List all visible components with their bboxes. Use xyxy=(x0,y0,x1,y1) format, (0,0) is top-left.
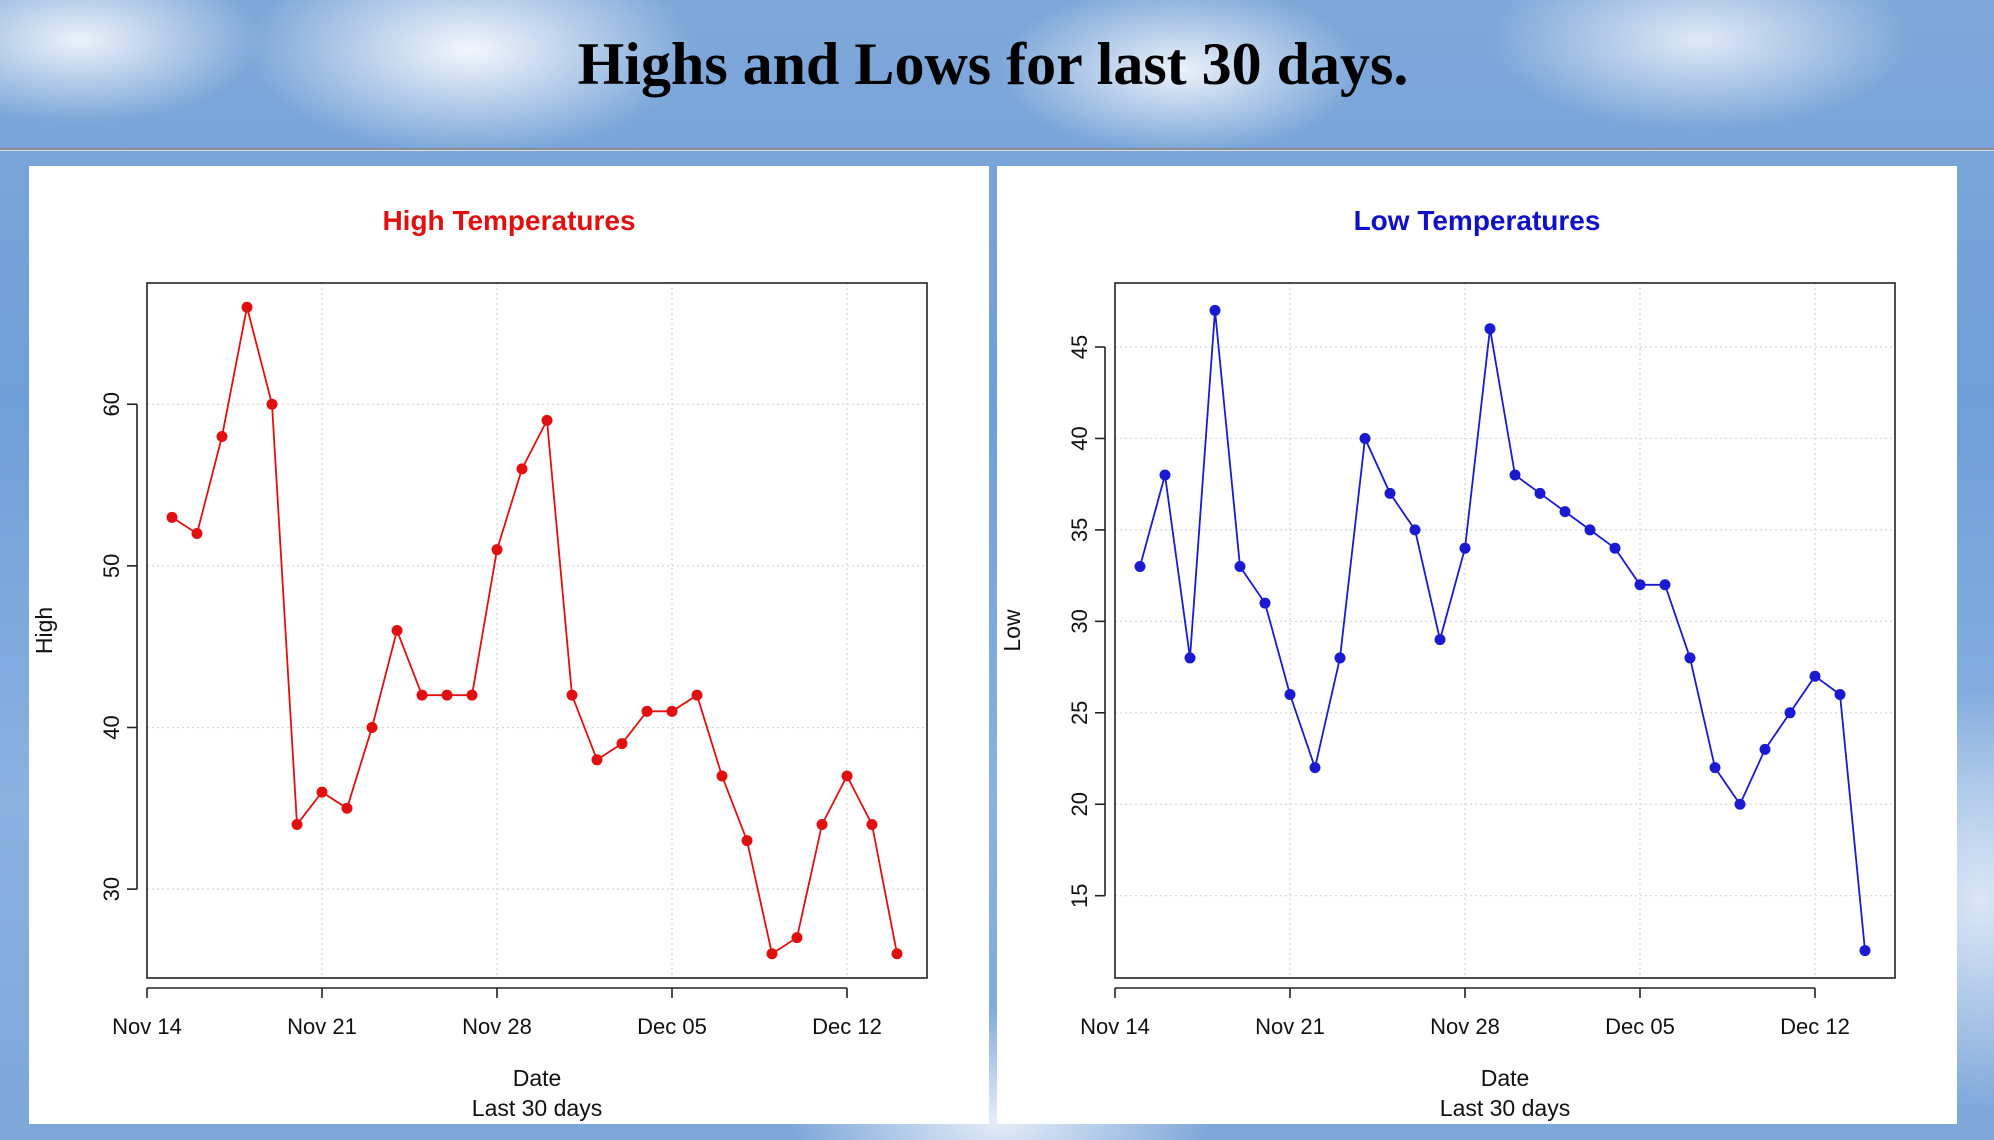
chart-subtitle: Last 30 days xyxy=(472,1095,602,1121)
x-tick-label: Nov 28 xyxy=(462,1014,532,1039)
plot-frame xyxy=(146,282,928,979)
data-point xyxy=(741,835,753,847)
data-point xyxy=(1584,524,1596,536)
data-point xyxy=(341,802,353,814)
data-point xyxy=(1259,597,1271,609)
x-tick-label: Nov 21 xyxy=(1255,1014,1325,1039)
series-line xyxy=(1139,310,1866,951)
data-point xyxy=(1459,542,1471,554)
x-tick-label: Nov 14 xyxy=(1080,1014,1150,1039)
data-point xyxy=(1859,945,1871,957)
x-axis-title: Date xyxy=(1481,1065,1530,1091)
data-point xyxy=(541,414,553,426)
data-point xyxy=(1334,652,1346,664)
data-point xyxy=(391,625,403,636)
y-tick-label: 25 xyxy=(1067,701,1092,725)
x-tick-label: Dec 12 xyxy=(1780,1014,1850,1039)
data-point xyxy=(1684,652,1696,664)
data-point xyxy=(1759,743,1771,755)
data-point xyxy=(1534,487,1546,499)
y-tick-label: 45 xyxy=(1067,335,1092,359)
data-point xyxy=(1609,542,1621,554)
data-point xyxy=(891,948,903,960)
data-point xyxy=(1284,689,1296,701)
data-point xyxy=(1634,579,1646,591)
data-point xyxy=(1309,762,1321,774)
y-tick-label: 50 xyxy=(99,554,124,578)
x-tick-label: Dec 05 xyxy=(1605,1014,1675,1039)
y-tick-label: 40 xyxy=(99,715,124,739)
high-temperatures-chart: High Temperatures Nov 14 Nov 21 Nov 28 Dec 0… xyxy=(31,205,928,1121)
data-point xyxy=(616,738,628,750)
data-point xyxy=(1359,432,1371,444)
y-tick-label: 15 xyxy=(1067,883,1092,907)
y-tick-label: 30 xyxy=(1067,609,1092,633)
data-point xyxy=(1134,560,1146,572)
data-point xyxy=(1384,487,1396,499)
y-axis-title: Low xyxy=(999,609,1025,652)
plot-frame xyxy=(1114,282,1896,979)
data-point xyxy=(1809,670,1821,682)
data-point xyxy=(641,705,653,717)
page-header: Highs and Lows for last 30 days. xyxy=(0,0,1994,150)
data-point xyxy=(266,398,278,410)
data-point xyxy=(1559,506,1571,518)
data-point xyxy=(791,932,803,944)
chart-subtitle: Last 30 days xyxy=(1440,1095,1570,1121)
data-point xyxy=(1659,579,1671,591)
chart-title: Low Temperatures xyxy=(1354,205,1601,236)
data-point xyxy=(216,431,228,443)
x-tick-label: Nov 14 xyxy=(112,1014,182,1039)
data-point xyxy=(1834,689,1846,701)
y-axis-title: High xyxy=(31,607,57,654)
high-temperatures-panel: High Temperatures Nov 14 Nov 21 Nov 28 Dec 0… xyxy=(29,166,989,1124)
data-point xyxy=(1209,304,1221,316)
data-point xyxy=(841,770,853,782)
low-temperatures-chart: Low Temperatures Nov 14 Nov 21 Nov 28 Dec 05… xyxy=(999,205,1896,1121)
data-point xyxy=(1184,652,1196,664)
x-tick-label: Nov 21 xyxy=(287,1014,357,1039)
data-point xyxy=(1734,798,1746,810)
data-point xyxy=(716,770,728,782)
data-point xyxy=(816,818,828,830)
x-tick-label: Dec 05 xyxy=(637,1014,707,1039)
data-point xyxy=(866,818,878,830)
data-point xyxy=(591,754,603,766)
data-point xyxy=(1434,634,1446,646)
data-point xyxy=(241,301,253,313)
data-point xyxy=(1509,469,1521,481)
data-point xyxy=(441,689,453,701)
y-tick-label: 30 xyxy=(99,877,124,901)
x-tick-label: Nov 28 xyxy=(1430,1014,1500,1039)
data-point xyxy=(1159,469,1171,481)
data-point xyxy=(466,689,478,701)
chart-title: High Temperatures xyxy=(382,205,635,236)
low-temperatures-panel: Low Temperatures Nov 14 Nov 21 Nov 28 Dec 05… xyxy=(997,166,1957,1124)
data-point xyxy=(191,528,203,540)
page-title: Highs and Lows for last 30 days. xyxy=(577,31,1409,97)
data-point xyxy=(566,689,578,701)
y-tick-label: 20 xyxy=(1067,792,1092,816)
data-point xyxy=(366,721,378,733)
data-point xyxy=(1709,762,1721,774)
data-point xyxy=(1409,524,1421,536)
data-point xyxy=(166,511,178,523)
data-point xyxy=(491,544,503,556)
y-tick-label: 40 xyxy=(1067,426,1092,450)
data-point xyxy=(766,948,778,960)
x-axis-title: Date xyxy=(513,1065,562,1091)
data-point xyxy=(416,689,428,701)
data-point xyxy=(1484,323,1496,335)
data-point xyxy=(1784,707,1796,719)
x-tick-label: Dec 12 xyxy=(812,1014,882,1039)
data-point xyxy=(516,463,528,475)
data-point xyxy=(666,705,678,717)
data-point xyxy=(316,786,328,798)
data-point xyxy=(291,818,303,830)
y-tick-label: 60 xyxy=(99,392,124,416)
y-tick-label: 35 xyxy=(1067,518,1092,542)
data-point xyxy=(1234,560,1246,572)
data-point xyxy=(691,689,703,701)
